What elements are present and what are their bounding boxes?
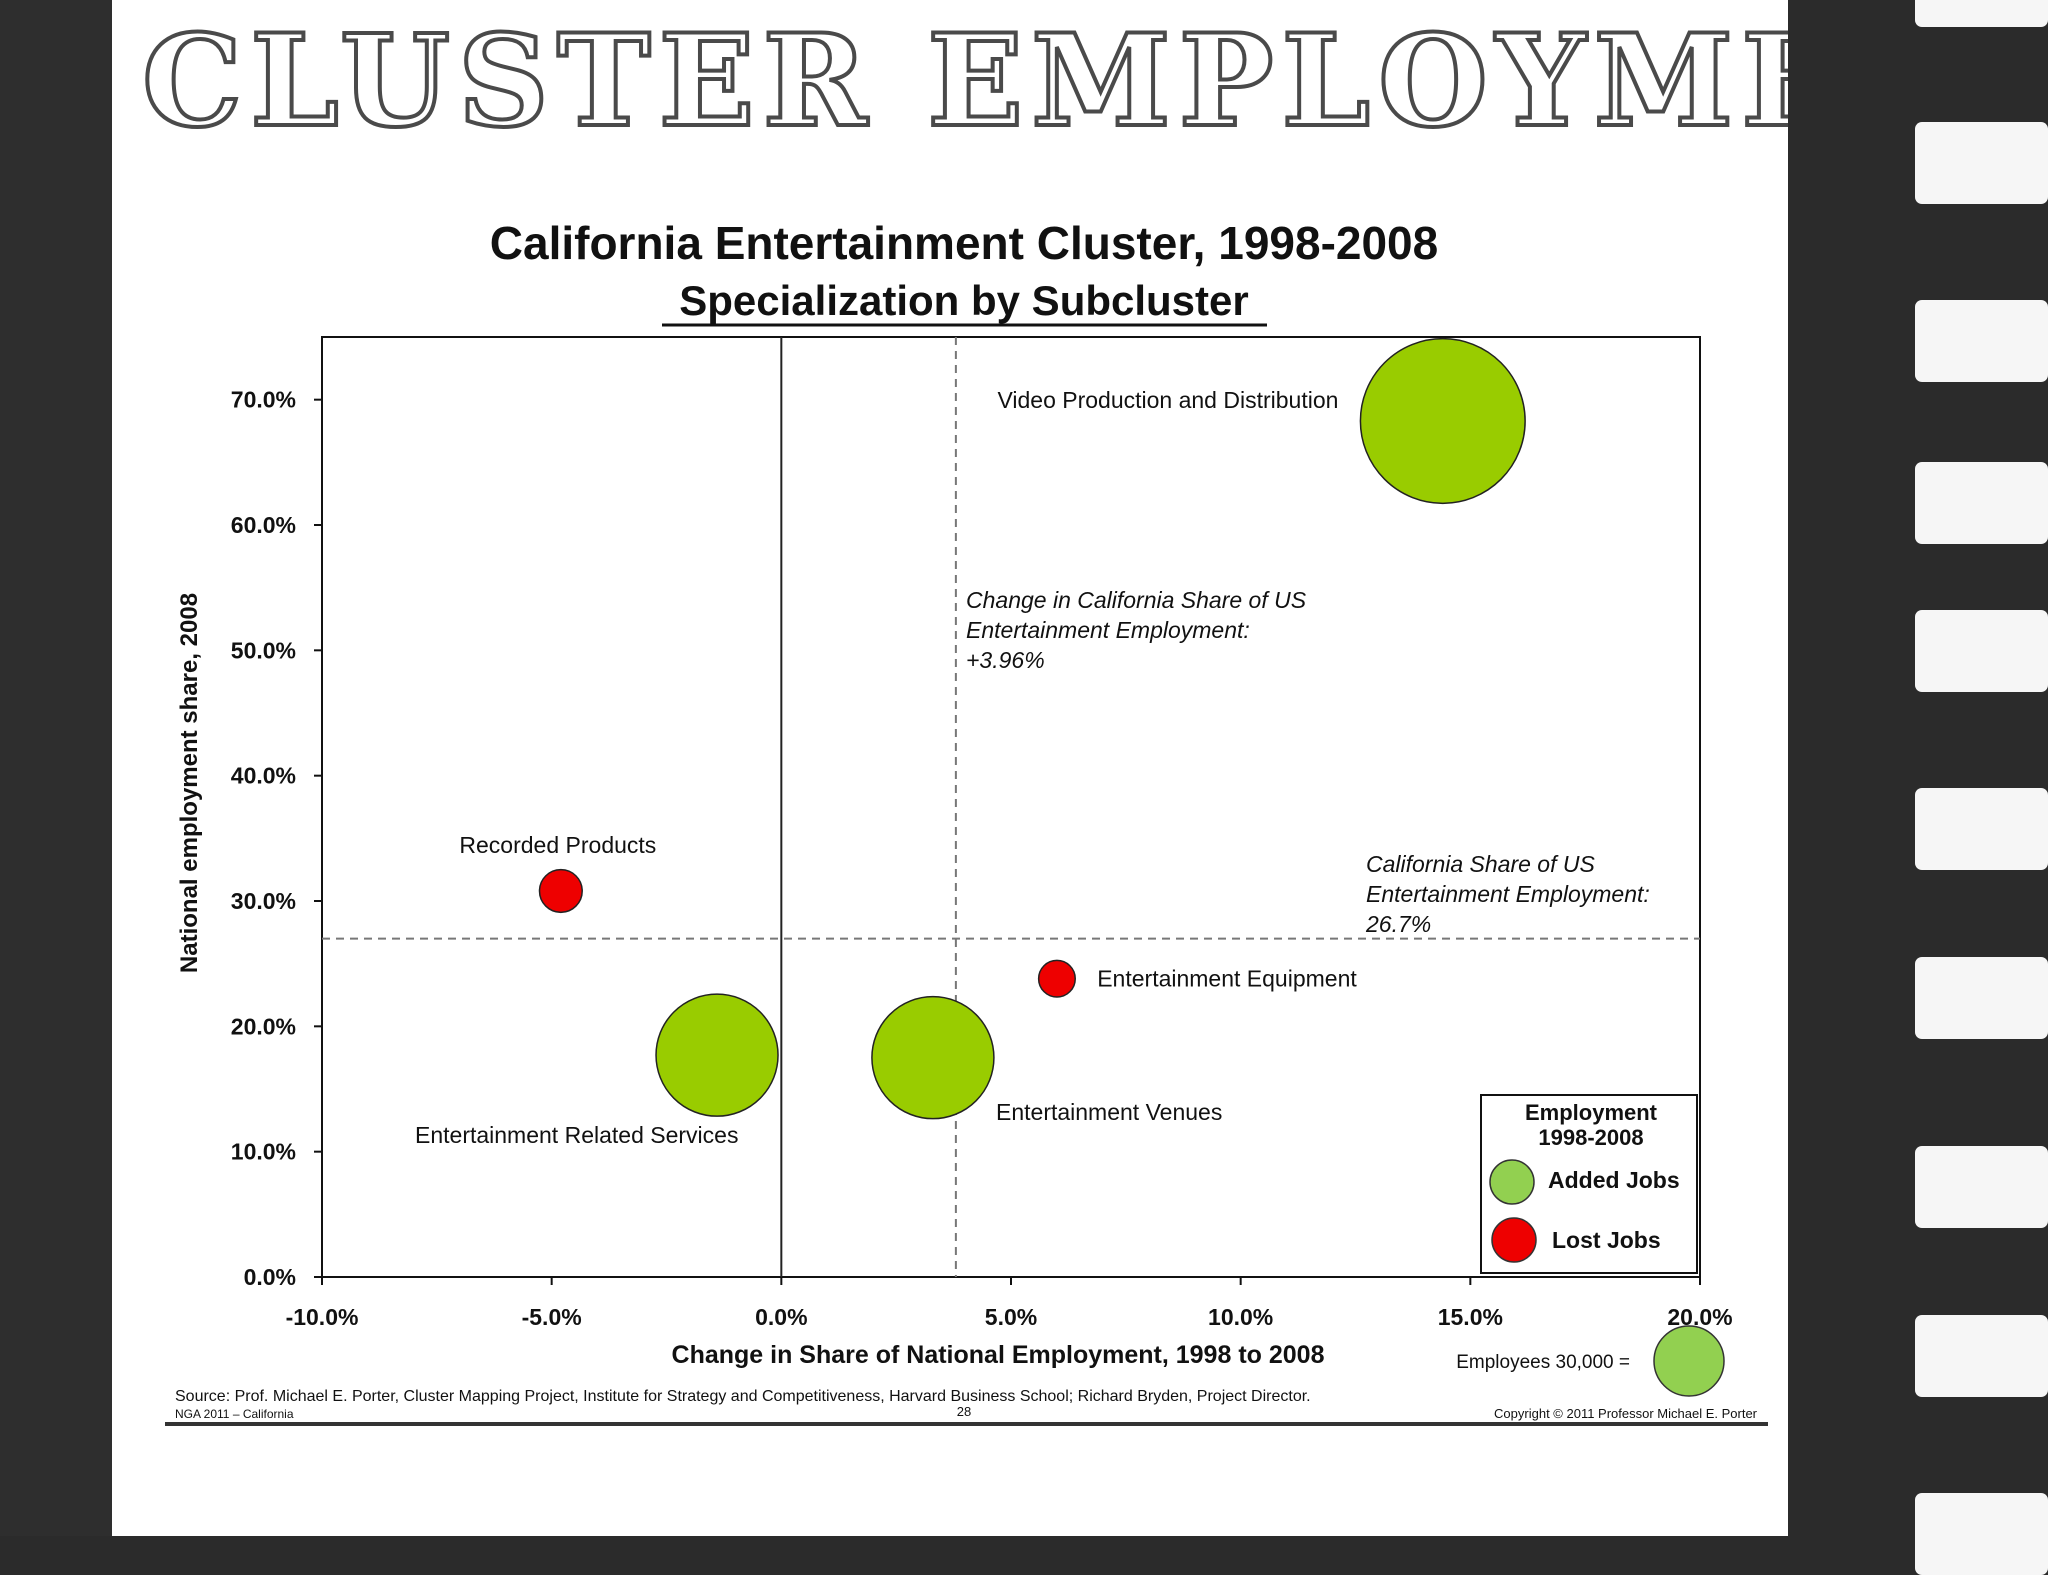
legend-box: Employment 1998-2008 Added Jobs Lost Job… (1480, 1094, 1698, 1274)
slide: CLUSTER EMPLOYMENT (112, 0, 2048, 1536)
film-hole (1915, 300, 2048, 382)
data-point-label: Video Production and Distribution (997, 387, 1338, 413)
chart-layer: Change in California Share of US Entertai… (231, 337, 1733, 1330)
copyright-note: Copyright © 2011 Professor Michael E. Po… (1494, 1406, 1758, 1421)
x-tick-label: 15.0% (1438, 1304, 1503, 1330)
film-hole (1915, 788, 2048, 870)
annotation-horizontal-line: California Share of US (1366, 851, 1595, 877)
legend-added-label: Added Jobs (1548, 1167, 1680, 1193)
chart-subtitle: Specialization by Subcluster (679, 277, 1248, 324)
film-hole (1915, 1146, 2048, 1228)
data-point-label: Recorded Products (459, 832, 656, 858)
legend-added-swatch (1489, 1159, 1535, 1205)
left-border (0, 0, 112, 1536)
data-point (538, 868, 583, 914)
film-hole (1915, 462, 2048, 544)
y-axis-label: National employment share, 2008 (176, 593, 203, 973)
size-key-bubble (1653, 1325, 1725, 1397)
data-point (871, 995, 995, 1120)
page-number: 28 (957, 1404, 971, 1419)
x-tick-label: -5.0% (522, 1304, 582, 1330)
footer-left-note: NGA 2011 – California (175, 1407, 294, 1421)
x-tick-label: -10.0% (286, 1304, 359, 1330)
data-point (1359, 337, 1526, 505)
chart: California Entertainment Cluster, 1998-2… (165, 217, 1768, 1426)
data-point (1037, 959, 1076, 998)
y-tick-label: 70.0% (231, 387, 296, 413)
data-point (655, 993, 779, 1117)
source-note: Source: Prof. Michael E. Porter, Cluster… (175, 1388, 1311, 1405)
y-tick-label: 40.0% (231, 763, 296, 789)
film-hole (1915, 610, 2048, 692)
y-tick-label: 20.0% (231, 1013, 296, 1039)
annotation-horizontal-line: Entertainment Employment: (1366, 881, 1650, 907)
data-point-label: Entertainment Venues (996, 1099, 1222, 1125)
y-tick-label: 50.0% (231, 637, 296, 663)
x-tick-label: 20.0% (1667, 1304, 1732, 1330)
annotation-vertical-line: Change in California Share of US (966, 587, 1307, 613)
y-tick-label: 0.0% (244, 1264, 296, 1290)
annotation-vertical-line: Entertainment Employment: (966, 617, 1250, 643)
film-hole (1915, 957, 2048, 1039)
y-tick-label: 10.0% (231, 1139, 296, 1165)
size-key-label: Employees 30,000 = (1456, 1352, 1630, 1373)
legend-lost-label: Lost Jobs (1552, 1227, 1661, 1253)
y-tick-label: 30.0% (231, 888, 296, 914)
film-strip (1788, 0, 2048, 1575)
data-point-label: Entertainment Equipment (1097, 966, 1357, 992)
film-hole (1915, 1315, 2048, 1397)
annotation-vertical-line: +3.96% (966, 647, 1045, 673)
film-hole (1915, 0, 2048, 27)
x-tick-label: 5.0% (985, 1304, 1037, 1330)
legend-title-line1: Employment (1525, 1100, 1658, 1125)
annotation-horizontal-line: 26.7% (1365, 911, 1431, 937)
legend-lost-swatch (1491, 1217, 1537, 1263)
x-tick-label: 10.0% (1208, 1304, 1273, 1330)
chart-title: California Entertainment Cluster, 1998-2… (490, 217, 1438, 269)
x-tick-label: 0.0% (755, 1304, 807, 1330)
film-hole (1915, 122, 2048, 204)
slide-title: CLUSTER EMPLOYMENT (140, 7, 2048, 155)
data-point-label: Entertainment Related Services (415, 1122, 738, 1148)
legend-title-line2: 1998-2008 (1538, 1125, 1643, 1150)
x-axis-label: Change in Share of National Employment, … (672, 1341, 1325, 1369)
y-tick-label: 60.0% (231, 512, 296, 538)
